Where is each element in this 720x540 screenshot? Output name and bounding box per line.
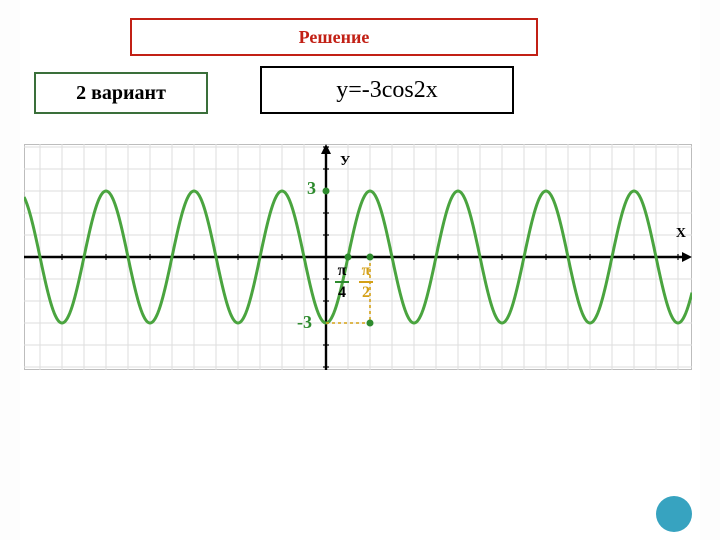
title-box: Решение: [130, 18, 538, 56]
y-mark-top: 3: [307, 178, 316, 199]
y-mark-bottom: -3: [297, 312, 312, 333]
corner-decoration: [656, 496, 692, 532]
x-axis-label: X: [676, 226, 686, 242]
frac-bar: [335, 281, 349, 283]
y-axis-label: У: [340, 154, 350, 170]
frac-bot: 4: [335, 285, 349, 301]
frac-bar: [359, 281, 373, 283]
pi-over-4: π 4: [335, 263, 349, 301]
equation-box: y=-3cos2x: [260, 66, 514, 114]
variant-box: 2 вариант: [34, 72, 208, 114]
function-plot: [24, 144, 692, 370]
chart-container: У X 3 -3 π 4 π 2: [24, 144, 692, 370]
pi-over-2: π 2: [359, 263, 373, 301]
frac-top: π: [359, 263, 373, 279]
frac-top: π: [335, 263, 349, 279]
frac-bot: 2: [359, 285, 373, 301]
